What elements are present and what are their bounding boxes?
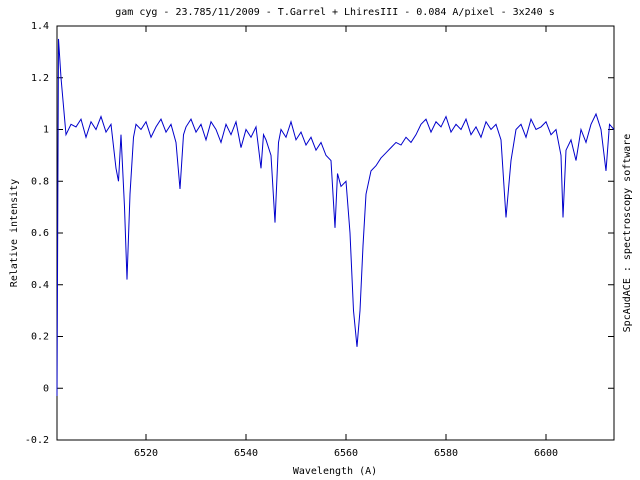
chart-title: gam cyg - 23.785/11/2009 - T.Garrel + Lh… bbox=[115, 7, 555, 18]
side-label: SpcAudACE : spectroscopy software bbox=[622, 134, 633, 333]
y-tick-label: 0 bbox=[43, 383, 49, 394]
y-tick-label: 1.4 bbox=[31, 21, 49, 32]
x-tick-label: 6600 bbox=[534, 448, 558, 459]
y-tick-label: 1 bbox=[43, 125, 49, 136]
x-tick-label: 6520 bbox=[134, 448, 158, 459]
x-tick-label: 6580 bbox=[434, 448, 458, 459]
y-tick-label: -0.2 bbox=[25, 435, 49, 446]
y-tick-label: 0.4 bbox=[31, 280, 49, 291]
y-tick-label: 1.2 bbox=[31, 73, 49, 84]
x-tick-label: 6560 bbox=[334, 448, 358, 459]
y-tick-label: 0.2 bbox=[31, 332, 49, 343]
plot-frame bbox=[56, 25, 615, 441]
x-axis-label: Wavelength (A) bbox=[293, 466, 377, 477]
y-tick-label: 0.6 bbox=[31, 228, 49, 239]
spectrum-line bbox=[56, 38, 615, 397]
x-tick-label: 6540 bbox=[234, 448, 258, 459]
y-tick-label: 0.8 bbox=[31, 176, 49, 187]
y-axis-label: Relative intensity bbox=[9, 179, 20, 287]
